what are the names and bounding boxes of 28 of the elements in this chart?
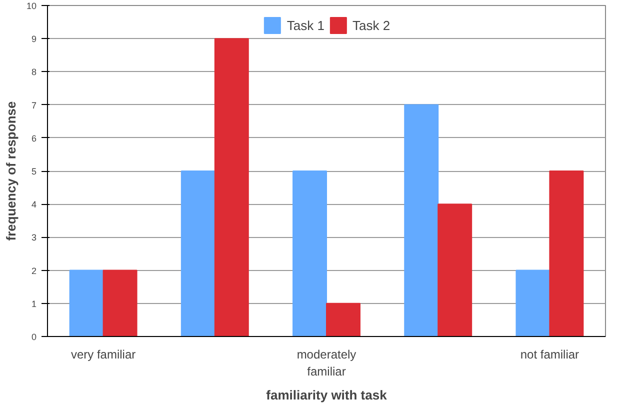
- bar: [180, 170, 216, 336]
- y-tick-label: 4: [31, 200, 37, 210]
- bar: [404, 104, 439, 336]
- y-tick-label: 1: [31, 298, 37, 309]
- x-tick-label: moderately familiar: [296, 348, 356, 378]
- y-tick-label: 9: [31, 34, 37, 44]
- bar: [438, 204, 472, 336]
- y-tick-label: 5: [31, 166, 37, 176]
- y-tick-label: 6: [31, 133, 37, 144]
- x-tick-label: not familiar: [520, 348, 580, 362]
- bar: [326, 302, 360, 336]
- y-axis-title: frequency of response: [3, 101, 18, 241]
- x-axis-title: familiarity with task: [266, 387, 388, 402]
- bar: [549, 170, 584, 336]
- legend-label: Task 2: [352, 18, 390, 32]
- bar: [516, 270, 550, 336]
- x-tick-label: very familiar: [70, 348, 136, 362]
- bar: [102, 270, 138, 336]
- bar: [292, 170, 327, 336]
- y-tick-label: 8: [31, 67, 37, 78]
- y-tick-label: 2: [31, 266, 37, 276]
- y-tick-label: 10: [26, 1, 37, 11]
- y-tick-label: 0: [31, 332, 37, 342]
- bar: [69, 270, 104, 336]
- y-tick-label: 3: [31, 232, 37, 243]
- bar: [214, 38, 249, 336]
- y-tick-label: 7: [31, 100, 37, 110]
- legend-label: Task 1: [286, 18, 324, 32]
